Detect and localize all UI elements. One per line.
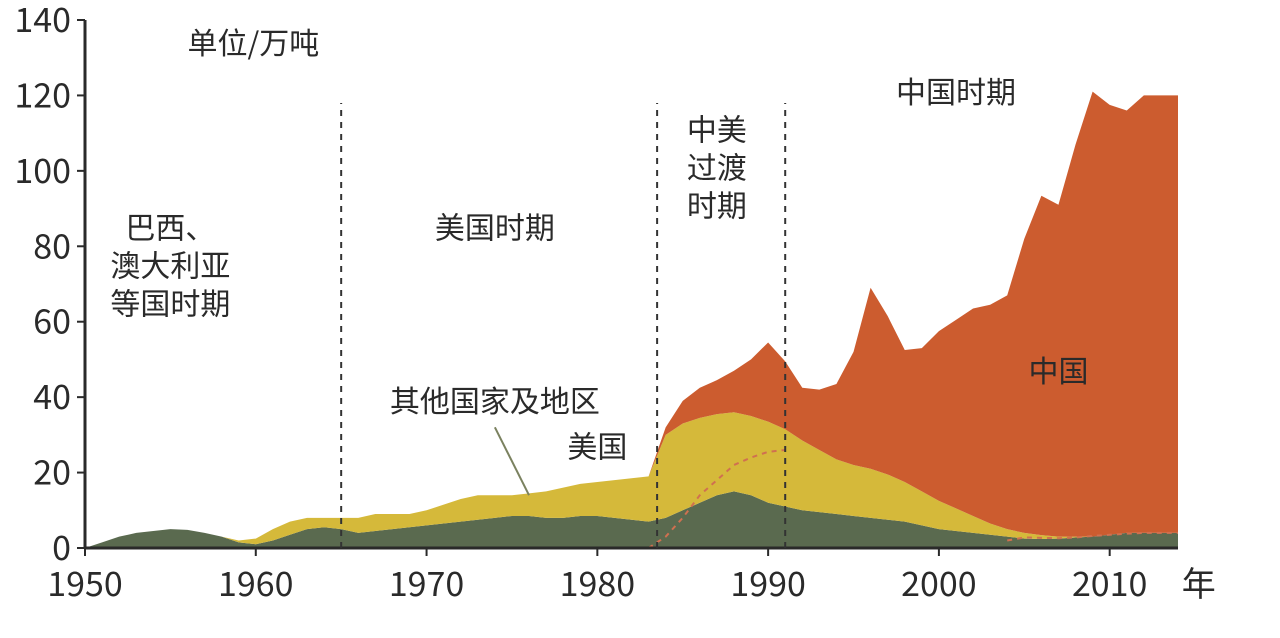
- unit-label: 单位/万吨: [187, 19, 319, 63]
- stacked-area-chart: 0204060801001201401950196019701980199020…: [0, 0, 1280, 638]
- period-label: 中国时期: [896, 68, 1016, 112]
- x-tick-label: 1980: [560, 557, 635, 606]
- y-tick-label: 120: [14, 68, 71, 117]
- region-label: 中国: [1028, 347, 1088, 391]
- callout-line: [495, 427, 529, 495]
- y-tick-label: 140: [14, 0, 71, 42]
- region-label: 美国: [567, 422, 627, 466]
- y-tick-label: 20: [33, 446, 71, 495]
- x-tick-label: 1970: [389, 557, 464, 606]
- x-axis-year-suffix: 年: [1182, 557, 1216, 606]
- x-tick-label: 1990: [730, 557, 805, 606]
- period-label: 美国时期: [435, 204, 555, 248]
- period-label: 等国时期: [110, 280, 230, 324]
- x-tick-label: 1950: [47, 557, 122, 606]
- x-tick-label: 2010: [1072, 557, 1147, 606]
- chart-canvas: 0204060801001201401950196019701980199020…: [0, 0, 1280, 638]
- y-tick-label: 60: [33, 295, 71, 344]
- x-tick-label: 2000: [901, 557, 976, 606]
- y-tick-label: 40: [33, 370, 71, 419]
- period-label: 时期: [687, 182, 747, 226]
- x-tick-label: 1960: [218, 557, 293, 606]
- region-label: 其他国家及地区: [390, 377, 600, 421]
- y-tick-label: 100: [14, 144, 71, 193]
- y-tick-label: 80: [33, 219, 71, 268]
